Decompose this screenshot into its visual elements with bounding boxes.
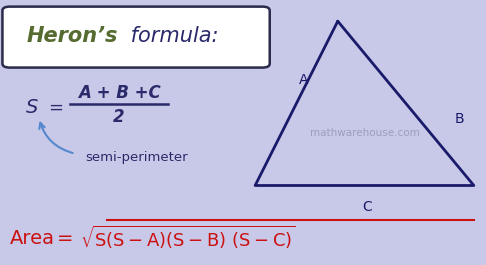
Text: semi-perimeter: semi-perimeter [85, 151, 188, 164]
Text: mathwarehouse.com: mathwarehouse.com [310, 127, 419, 138]
Text: formula:: formula: [124, 26, 218, 46]
Text: B: B [454, 112, 464, 126]
FancyArrowPatch shape [39, 123, 72, 153]
Text: Area: Area [10, 229, 55, 248]
Text: $\sqrt{\mathregular{S(S - A)(S - B)\ (S - C)}}$: $\sqrt{\mathregular{S(S - A)(S - B)\ (S … [80, 224, 296, 251]
Text: C: C [362, 200, 372, 214]
Text: =: = [49, 98, 63, 116]
Text: A + B +C: A + B +C [78, 84, 160, 102]
Text: S: S [25, 98, 38, 117]
Text: A: A [299, 73, 309, 86]
Text: =: = [57, 229, 74, 248]
Text: 2: 2 [113, 108, 125, 126]
FancyBboxPatch shape [2, 7, 270, 68]
Text: Heron’s: Heron’s [27, 26, 118, 46]
